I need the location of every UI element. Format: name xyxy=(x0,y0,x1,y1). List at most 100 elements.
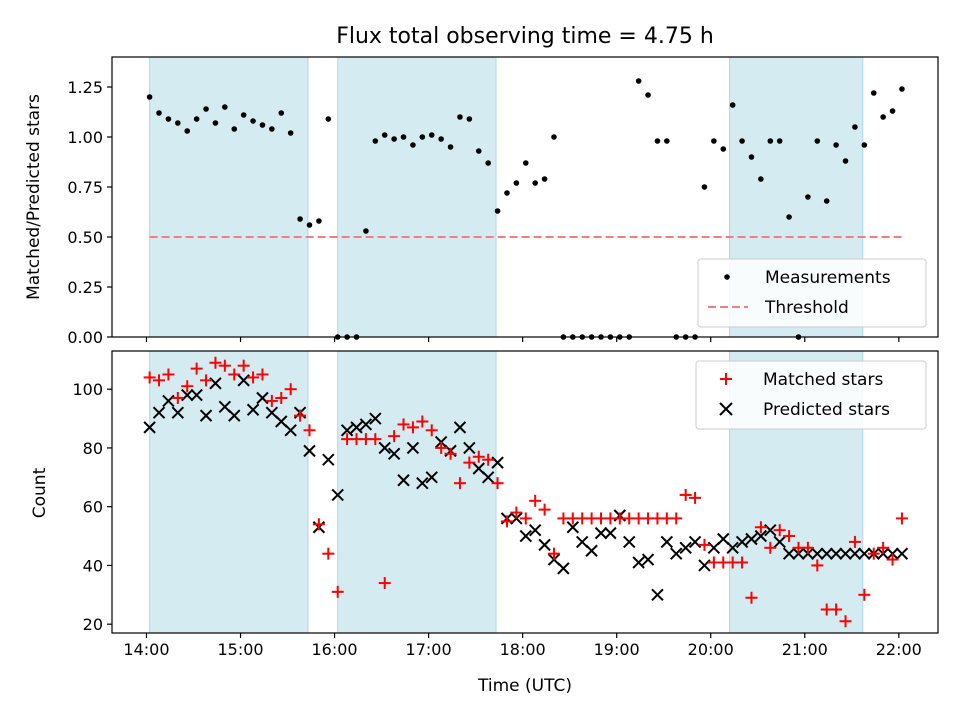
predicted-star-point xyxy=(406,441,420,455)
matched-star-point xyxy=(519,512,532,525)
predicted-star-point xyxy=(519,529,532,543)
predicted-star-point xyxy=(359,418,373,431)
x-tick-label: 19:00 xyxy=(594,640,640,659)
matched-star-point xyxy=(388,430,401,443)
matched-star-point xyxy=(745,591,758,604)
predicted-star-point xyxy=(566,521,580,534)
y-tick-label: 60 xyxy=(83,498,103,517)
measurement-point xyxy=(316,218,322,224)
matched-star-point xyxy=(839,615,852,628)
measurement-point xyxy=(250,118,256,124)
matched-star-point xyxy=(886,553,899,566)
predicted-star-point xyxy=(143,421,156,434)
matched-stars-points xyxy=(143,356,908,628)
matched-star-point xyxy=(190,362,203,375)
predicted-star-point xyxy=(585,544,598,557)
measurement-point xyxy=(381,132,388,138)
measurement-point xyxy=(842,158,849,164)
predicted-star-point xyxy=(453,421,467,434)
measurement-point xyxy=(193,116,200,122)
predicted-star-point xyxy=(463,441,476,455)
measurement-point xyxy=(861,142,868,148)
predicted-star-point xyxy=(848,547,862,560)
predicted-star-point xyxy=(839,547,852,560)
predicted-star-point xyxy=(528,523,542,537)
matched-star-point xyxy=(444,447,457,460)
measurement-point xyxy=(240,112,247,118)
matched-star-point xyxy=(754,521,767,534)
y-tick-label: 0.75 xyxy=(67,178,103,197)
measurement-point xyxy=(833,142,839,148)
predicted-star-point xyxy=(322,453,335,466)
legend-label-threshold: Threshold xyxy=(764,298,849,318)
predicted-star-point xyxy=(378,441,391,455)
matched-star-point xyxy=(228,368,241,381)
measurement-point xyxy=(278,110,285,116)
top-y-ticks: 0.00 0.25 0.50 0.75 1.00 1.25 xyxy=(67,78,112,347)
predicted-star-point xyxy=(331,488,344,502)
measurement-point xyxy=(419,134,426,140)
predicted-star-point xyxy=(387,447,401,461)
matched-star-point xyxy=(736,556,749,569)
measurement-point xyxy=(156,110,162,116)
matched-star-point xyxy=(435,441,448,454)
matched-star-point xyxy=(265,394,278,407)
measurement-point xyxy=(428,132,435,138)
predicted-star-point xyxy=(745,532,758,546)
measurement-point xyxy=(711,138,717,144)
predicted-star-point xyxy=(604,526,617,540)
measurement-point xyxy=(222,104,228,110)
measurement-point xyxy=(541,176,548,182)
matched-star-point xyxy=(472,450,485,463)
matched-star-point xyxy=(529,494,542,507)
measurement-point xyxy=(259,122,266,128)
measurement-point xyxy=(513,180,520,186)
measurement-point xyxy=(363,228,369,234)
measurement-point xyxy=(551,134,557,140)
predicted-star-point xyxy=(303,444,316,458)
matched-star-point xyxy=(491,477,504,490)
predicted-star-point xyxy=(782,547,796,560)
y-tick-label: 40 xyxy=(83,556,103,575)
predicted-star-point xyxy=(350,421,363,434)
matched-star-point xyxy=(895,512,908,525)
measurement-point xyxy=(748,154,755,160)
predicted-star-point xyxy=(228,409,241,422)
matched-star-point xyxy=(858,588,871,601)
matched-star-point xyxy=(830,603,843,616)
matched-star-point xyxy=(698,538,711,551)
top-axes-frame xyxy=(111,56,939,338)
measurement-point xyxy=(466,116,473,122)
matched-star-point xyxy=(783,530,796,543)
matched-star-point xyxy=(247,371,260,384)
predicted-star-point xyxy=(670,547,683,560)
measurement-point xyxy=(165,116,172,122)
measurement-point xyxy=(400,134,407,140)
measurement-point xyxy=(720,146,727,152)
measurement-point xyxy=(786,214,792,220)
shaded-interval xyxy=(337,350,497,634)
measurement-point xyxy=(212,120,219,126)
x-tick-label: 21:00 xyxy=(782,640,828,659)
bottom-panel: 14:00 15:00 16:00 17:00 18:00 19:00 20:00 21:00… xyxy=(30,350,939,696)
measurement-point xyxy=(823,198,830,204)
measurement-point xyxy=(645,92,651,98)
predicted-star-point xyxy=(171,406,185,419)
y-tick-label: 0.00 xyxy=(67,328,103,347)
bottom-y-ticks: 20 40 60 80 100 xyxy=(72,380,112,634)
measurement-point xyxy=(447,144,454,150)
x-tick-label: 16:00 xyxy=(312,640,358,659)
measurement-point xyxy=(776,138,783,144)
measurement-point xyxy=(325,116,332,122)
predicted-star-point xyxy=(858,547,871,560)
x-tick-label: 17:00 xyxy=(406,640,452,659)
predicted-star-point xyxy=(651,588,664,602)
matched-star-point xyxy=(425,424,438,437)
predicted-star-point xyxy=(246,403,260,416)
measurement-point xyxy=(767,138,774,144)
matched-star-point xyxy=(378,577,391,590)
top-legend-box xyxy=(697,258,927,328)
top-panel: 0.00 0.25 0.50 0.75 1.00 1.25 Matched/Predict… xyxy=(24,56,939,347)
x-tick-label: 18:00 xyxy=(500,640,546,659)
